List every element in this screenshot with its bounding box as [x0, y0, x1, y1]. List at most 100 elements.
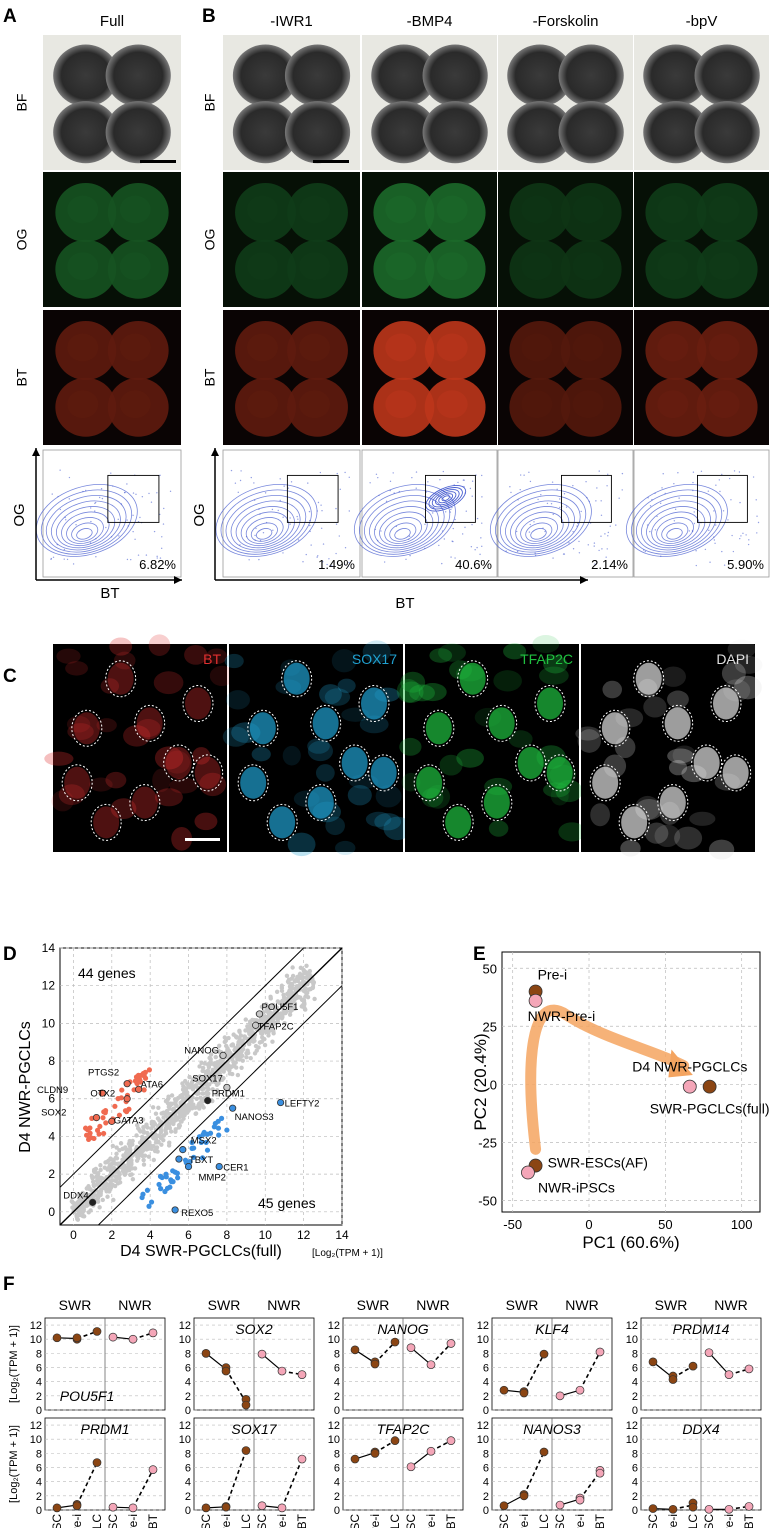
gene-point: [193, 1105, 198, 1110]
y-tick-label: 4: [36, 1377, 42, 1389]
flow-contour: [220, 489, 312, 555]
x-tick-label: ESC: [348, 1514, 362, 1528]
pgc-outline: [720, 754, 752, 792]
pgc-outline: [368, 754, 400, 792]
gene-label: MSX2: [191, 1136, 217, 1147]
expression-point: [446, 1339, 456, 1348]
gene-point: [312, 996, 317, 1002]
gene-point: [107, 1186, 112, 1191]
gene-point: [299, 976, 304, 981]
x-tick-label: Pre-i: [219, 1514, 233, 1528]
flow-event: [604, 533, 606, 535]
flow-event: [656, 515, 658, 518]
gene-point: [146, 1146, 151, 1151]
gene-point: [260, 1015, 266, 1021]
gene-point: [194, 1096, 199, 1101]
gene-point: [225, 1046, 230, 1051]
group-label-nwr: NWR: [267, 1297, 300, 1313]
flow-event: [374, 528, 377, 531]
flow-event: [722, 510, 725, 512]
gene-point: [237, 1029, 242, 1034]
gene-point-up: [138, 1072, 144, 1078]
x-tick-label: Pre-i: [722, 1514, 736, 1528]
flow-event: [542, 527, 544, 529]
expression-point: [148, 1465, 158, 1475]
flow-contour: [394, 528, 411, 540]
y-tick-label: 12: [328, 1320, 340, 1332]
flow-event: [141, 496, 144, 498]
x-tick-label: 0: [585, 1217, 592, 1232]
flow-event: [85, 489, 87, 492]
flow-event: [376, 539, 379, 542]
gene-point: [137, 1140, 143, 1145]
gene-point-up: [142, 1069, 148, 1075]
flow-event: [344, 546, 347, 549]
flow-event: [126, 483, 128, 485]
pca-point-label: NWR-iPSCs: [538, 1180, 615, 1196]
flow-event: [747, 543, 750, 546]
flow-event: [50, 557, 53, 560]
nucleus: [439, 754, 463, 776]
nucleus: [123, 725, 151, 747]
y-tick-label: 0: [48, 1205, 55, 1219]
flow-event: [461, 533, 464, 535]
flow-event: [82, 490, 84, 493]
gene-point: [88, 1208, 93, 1213]
gene-point: [271, 1017, 276, 1022]
gene-point: [238, 1033, 244, 1038]
flow-event: [336, 472, 338, 475]
gene-point: [264, 1002, 269, 1007]
gene-point-down: [144, 1187, 151, 1193]
labeled-gene-point: [135, 1085, 143, 1093]
fluorescent-core: [436, 333, 468, 362]
y-tick-label: 8: [483, 1448, 489, 1460]
flow-event: [505, 550, 507, 552]
gene-point: [151, 1135, 156, 1141]
flow-event: [593, 545, 595, 547]
flow-contour: [625, 484, 728, 557]
gene-point-up: [82, 1125, 89, 1131]
x-tick-label: Pre-i: [368, 1514, 382, 1528]
gene-point: [110, 1157, 115, 1162]
flow-contour: [520, 517, 558, 544]
gene-point: [158, 1129, 164, 1135]
trend-line: [225, 1450, 247, 1508]
pgc-outline: [662, 704, 694, 742]
gene-point: [149, 1144, 154, 1149]
expression-point: [648, 1357, 658, 1367]
expression-point: [704, 1348, 714, 1358]
flow-event: [118, 535, 120, 537]
nucleus: [418, 683, 447, 702]
gene-point: [270, 1039, 275, 1044]
gene-point: [267, 1028, 273, 1033]
y-tick-label: 4: [185, 1477, 191, 1489]
flow-event: [606, 548, 608, 550]
flow-contour: [66, 517, 104, 544]
gene-point-down: [156, 1181, 162, 1188]
labeled-gene-point: [175, 1155, 183, 1163]
gene-point: [103, 1186, 108, 1192]
flow-event: [254, 534, 256, 537]
pgc-nucleus: [693, 746, 720, 779]
gene-point: [182, 1091, 188, 1096]
gene-point: [240, 1058, 245, 1063]
expression-point: [555, 1391, 565, 1401]
x-tick-label: Pre-i: [666, 1514, 680, 1528]
expression-plot: 0 2 4 6 8 10 12 TFAP2C ESC Pre-i PGCLCiPSC Pre-i OGB…: [328, 1417, 464, 1528]
flow-event: [161, 536, 163, 538]
flow-event: [718, 479, 721, 481]
x-tick-label: ESC: [646, 1514, 660, 1528]
row-label-bf: BF: [14, 94, 30, 112]
flow-event: [389, 480, 392, 483]
flow-event: [75, 524, 77, 526]
fluorescent-core: [572, 252, 604, 281]
y-tick-label: 10: [328, 1334, 340, 1346]
flow-event: [339, 488, 341, 491]
gene-point: [163, 1113, 168, 1118]
y-tick-label: 8: [185, 1448, 191, 1460]
flow-event: [552, 513, 554, 516]
flow-event: [328, 558, 330, 560]
flow-event: [101, 497, 104, 500]
fluorescent-core: [521, 195, 553, 224]
flow-event: [586, 496, 588, 499]
